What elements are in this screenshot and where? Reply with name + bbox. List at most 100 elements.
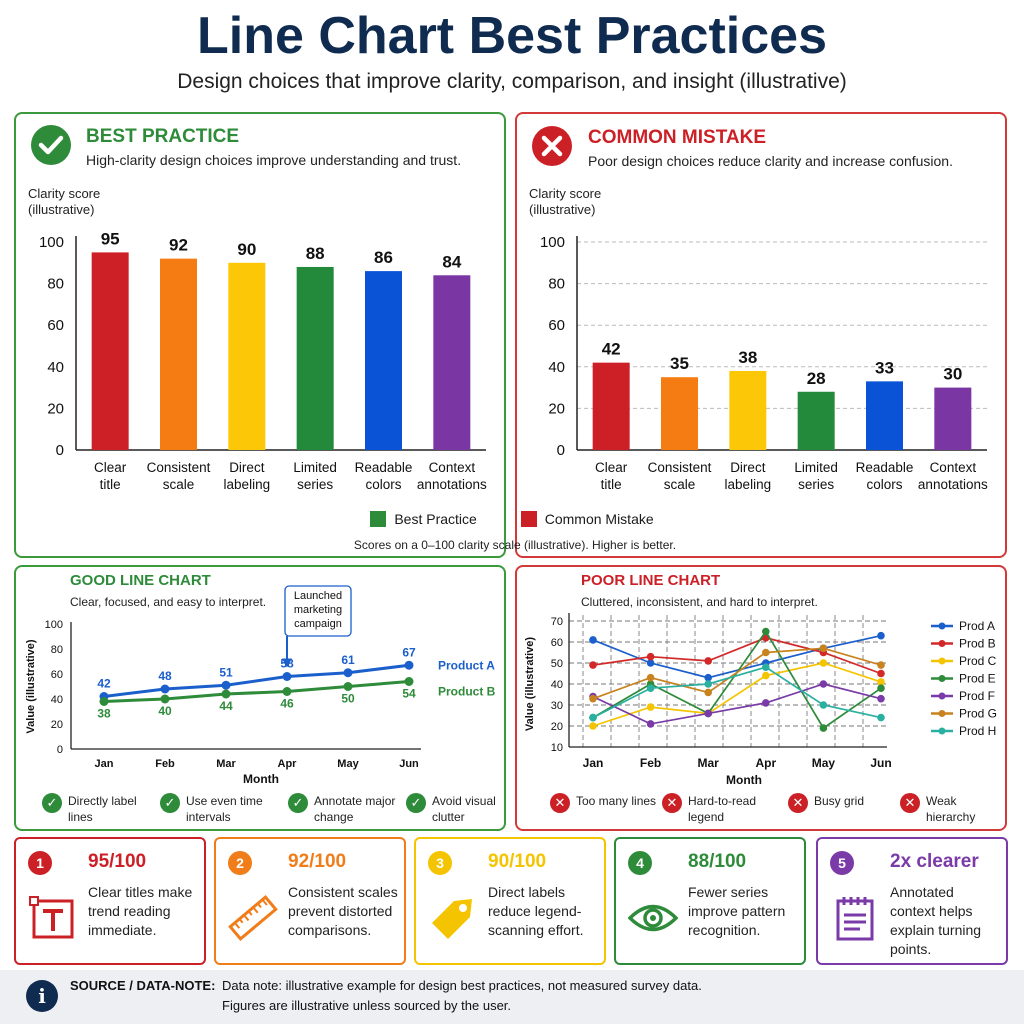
data-point (343, 682, 353, 691)
poor-tip: ✕ Hard-to-read legend (662, 793, 788, 825)
data-label: 46 (280, 697, 294, 711)
data-label: 51 (219, 665, 233, 679)
y-axis-label: Value (illustrative) (524, 637, 536, 731)
common-mistake-bar-chart: Clarity score (illustrative) 0 20 40 60 80 100 4… (529, 186, 988, 492)
page-subtitle: Design choices that improve clarity, com… (177, 70, 847, 93)
legend-marker (938, 727, 946, 735)
legend-marker (938, 657, 946, 665)
data-point (877, 678, 885, 686)
data-point (819, 644, 828, 653)
best-practice-subtitle: High-clarity design choices improve unde… (86, 152, 462, 168)
series-line (103, 680, 410, 703)
poor-line-chart: Value (illustrative) 10 20 30 40 50 60 70 Jan Feb… (524, 613, 997, 787)
y-tick-label: 0 (56, 442, 64, 459)
data-point (877, 631, 885, 640)
poor-line-chart-title: POOR LINE CHART (581, 572, 721, 589)
data-point (819, 680, 828, 688)
x-axis-label: Month (726, 773, 762, 787)
score-card-2: 2 92/100 Consistent scales prevent disto… (214, 837, 406, 965)
data-point (704, 673, 712, 682)
x-tick-label: Consistent scale (147, 460, 211, 492)
card-text: Fewer series improve pattern recognition… (688, 884, 786, 938)
good-tip: ✓ Annotate major change (288, 793, 406, 825)
data-label: 67 (402, 645, 416, 659)
data-point (819, 724, 828, 732)
title-icon (29, 896, 74, 939)
bar (433, 275, 471, 450)
bar-value-label: 84 (442, 252, 461, 271)
poor-tips: ✕ Too many lines ✕ Hard-to-read legend ✕ Bu… (550, 793, 1000, 825)
x-tick-label: Clear title (595, 460, 628, 492)
x-icon: ✕ (788, 793, 808, 813)
data-point (877, 684, 885, 692)
data-point (762, 648, 770, 657)
data-point (160, 684, 170, 694)
good-line-chart-subtitle: Clear, focused, and easy to interpret. (70, 595, 267, 609)
tag-icon (432, 899, 472, 939)
bar-footnote: Scores on a 0–100 clarity scale (illustr… (353, 538, 677, 552)
card-text: Clear titles make trend reading immediat… (88, 884, 193, 938)
data-label: 44 (219, 699, 233, 713)
y-axis-label: Value (illustrative) (25, 639, 37, 733)
series-line (592, 636, 882, 675)
card-score: 2x clearer (890, 851, 979, 872)
card-score: 88/100 (688, 851, 747, 872)
data-point (877, 713, 885, 722)
good-line-chart: Value (illustrative) 0 20 40 60 80 100 Jan Feb Ma… (25, 585, 496, 786)
data-point (282, 672, 292, 681)
legend-mistake: Common Mistake (520, 511, 654, 527)
x-tick-label: Limited series (794, 460, 838, 492)
data-point (877, 669, 885, 678)
y-tick-label: 60 (51, 669, 63, 681)
x-tick-label: Direct labeling (725, 460, 772, 492)
bar (729, 370, 767, 450)
data-point (404, 660, 414, 670)
eye-icon (628, 904, 678, 932)
poor-tip: ✕ Weak hierarchy (900, 793, 990, 825)
card-number: 2 (228, 851, 252, 875)
score-card-4: 4 88/100 Fewer series improve pattern re… (614, 837, 806, 965)
x-tick-label: Jun (399, 758, 419, 770)
data-point (404, 677, 414, 686)
bar (228, 262, 266, 450)
bar-value-label: 42 (602, 340, 621, 359)
y-tick-label: 80 (548, 276, 565, 293)
x-tick-label: Apr (755, 756, 776, 770)
x-circle-icon (532, 126, 572, 166)
data-point (762, 627, 770, 636)
check-icon: ✓ (42, 793, 62, 813)
series-line (592, 666, 882, 719)
bar-value-label: 28 (807, 369, 826, 388)
poor-tip: ✕ Too many lines (550, 793, 662, 825)
card-number: 4 (628, 851, 652, 875)
bar-value-label: 95 (101, 229, 120, 248)
bar-value-label: 92 (169, 236, 188, 255)
x-tick-label: Jan (95, 758, 114, 770)
card-number: 5 (830, 851, 854, 875)
data-label: 54 (402, 687, 416, 701)
poor-line-chart-subtitle: Cluttered, inconsistent, and hard to int… (581, 595, 818, 609)
legend-label: Prod H (959, 724, 996, 738)
annotation-box (284, 585, 352, 637)
legend-best: Best Practice (370, 511, 480, 527)
data-point (646, 703, 655, 711)
data-point (646, 673, 655, 682)
score-card-1: 1 95/100 Clear titles make trend reading… (14, 837, 206, 965)
data-point (819, 659, 828, 667)
card-score: 92/100 (288, 851, 347, 872)
card-text: Direct labels reduce legend-scanning eff… (488, 884, 584, 938)
series-line (592, 662, 882, 727)
y-tick-label: 70 (551, 616, 563, 628)
data-label: 42 (97, 677, 111, 691)
y-tick-label: 20 (548, 400, 565, 417)
card-score: 90/100 (488, 851, 547, 872)
y-tick-label: 100 (45, 619, 63, 631)
x-tick-label: Readable colors (856, 460, 914, 492)
bar-value-label: 30 (943, 365, 962, 384)
x-tick-label: Feb (640, 756, 661, 770)
good-tip: ✓ Use even time intervals (160, 793, 288, 825)
data-point (646, 720, 655, 728)
data-point (221, 689, 231, 699)
data-label: 38 (97, 707, 111, 721)
data-point (646, 684, 655, 692)
